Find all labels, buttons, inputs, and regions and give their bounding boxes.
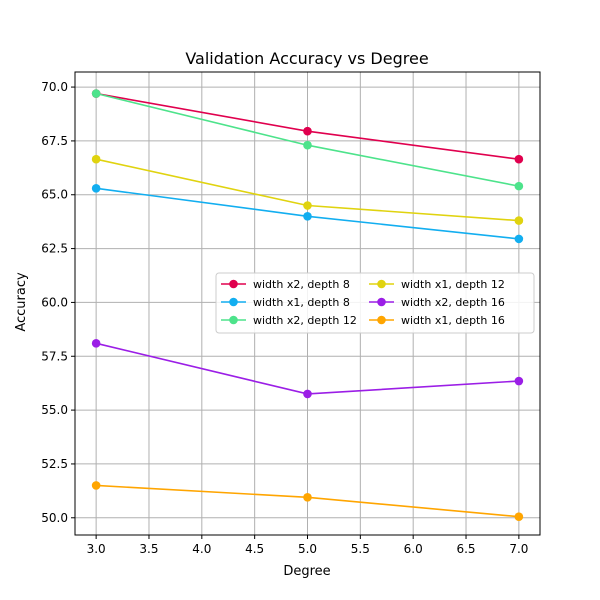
legend-marker [229, 279, 238, 289]
data-point [303, 126, 312, 136]
x-tick-label: 5.0 [298, 542, 317, 556]
y-tick-label: 67.5 [41, 134, 68, 148]
plot-area: 3.0 3.5 4.0 4.5 5.0 5.5 6.0 6.5 7.0 50.0 52.5 55.0 5… [41, 71, 541, 556]
y-tick-label: 62.5 [41, 242, 68, 256]
legend-label: width x2, depth 12 [253, 314, 357, 327]
legend-box [215, 272, 535, 334]
data-point [514, 512, 524, 521]
x-tick-label: 7.0 [509, 542, 528, 556]
data-point [514, 234, 524, 244]
chart-title: Validation Accuracy vs Degree [185, 49, 428, 68]
data-point [303, 140, 312, 150]
x-tick-label: 5.5 [351, 542, 370, 556]
legend-marker [377, 297, 386, 307]
x-tick-label: 6.5 [456, 542, 475, 556]
data-point [91, 339, 101, 348]
data-point [514, 376, 524, 386]
x-tick-label: 3.5 [139, 542, 158, 556]
y-tick-label: 52.5 [41, 457, 68, 471]
x-tick-label: 6.0 [404, 542, 423, 556]
y-axis-label: Accuracy [14, 272, 29, 332]
legend-label: width x1, depth 8 [253, 296, 350, 309]
legend: width x2, depth 8 width x1, depth 8 width … [215, 272, 535, 334]
data-point [303, 201, 312, 210]
legend-label: width x1, depth 12 [401, 278, 505, 291]
x-axis-label: Degree [283, 564, 330, 579]
y-tick-label: 65.0 [41, 188, 68, 202]
data-point [91, 481, 101, 490]
legend-marker [229, 315, 238, 325]
x-tick-label: 3.0 [87, 542, 106, 556]
data-point [303, 389, 312, 399]
y-tick-label: 60.0 [41, 295, 68, 309]
x-tick-label: 4.0 [192, 542, 211, 556]
legend-marker [377, 279, 386, 289]
legend-label: width x2, depth 16 [401, 296, 505, 309]
data-point [303, 493, 312, 502]
data-point [514, 154, 524, 164]
y-tick-label: 57.5 [41, 349, 68, 363]
data-point [514, 181, 524, 191]
legend-label: width x2, depth 8 [253, 278, 350, 291]
data-point [91, 89, 101, 98]
y-tick-label: 70.0 [41, 80, 68, 94]
y-tick-label: 55.0 [41, 403, 68, 417]
data-point [91, 183, 101, 193]
y-tick-label: 50.0 [41, 511, 68, 525]
legend-marker [377, 315, 386, 325]
legend-label: width x1, depth 16 [401, 314, 505, 327]
legend-marker [229, 297, 238, 307]
x-tick-label: 4.5 [245, 542, 264, 556]
data-point [514, 216, 524, 225]
data-point [91, 154, 101, 164]
data-point [303, 211, 312, 221]
